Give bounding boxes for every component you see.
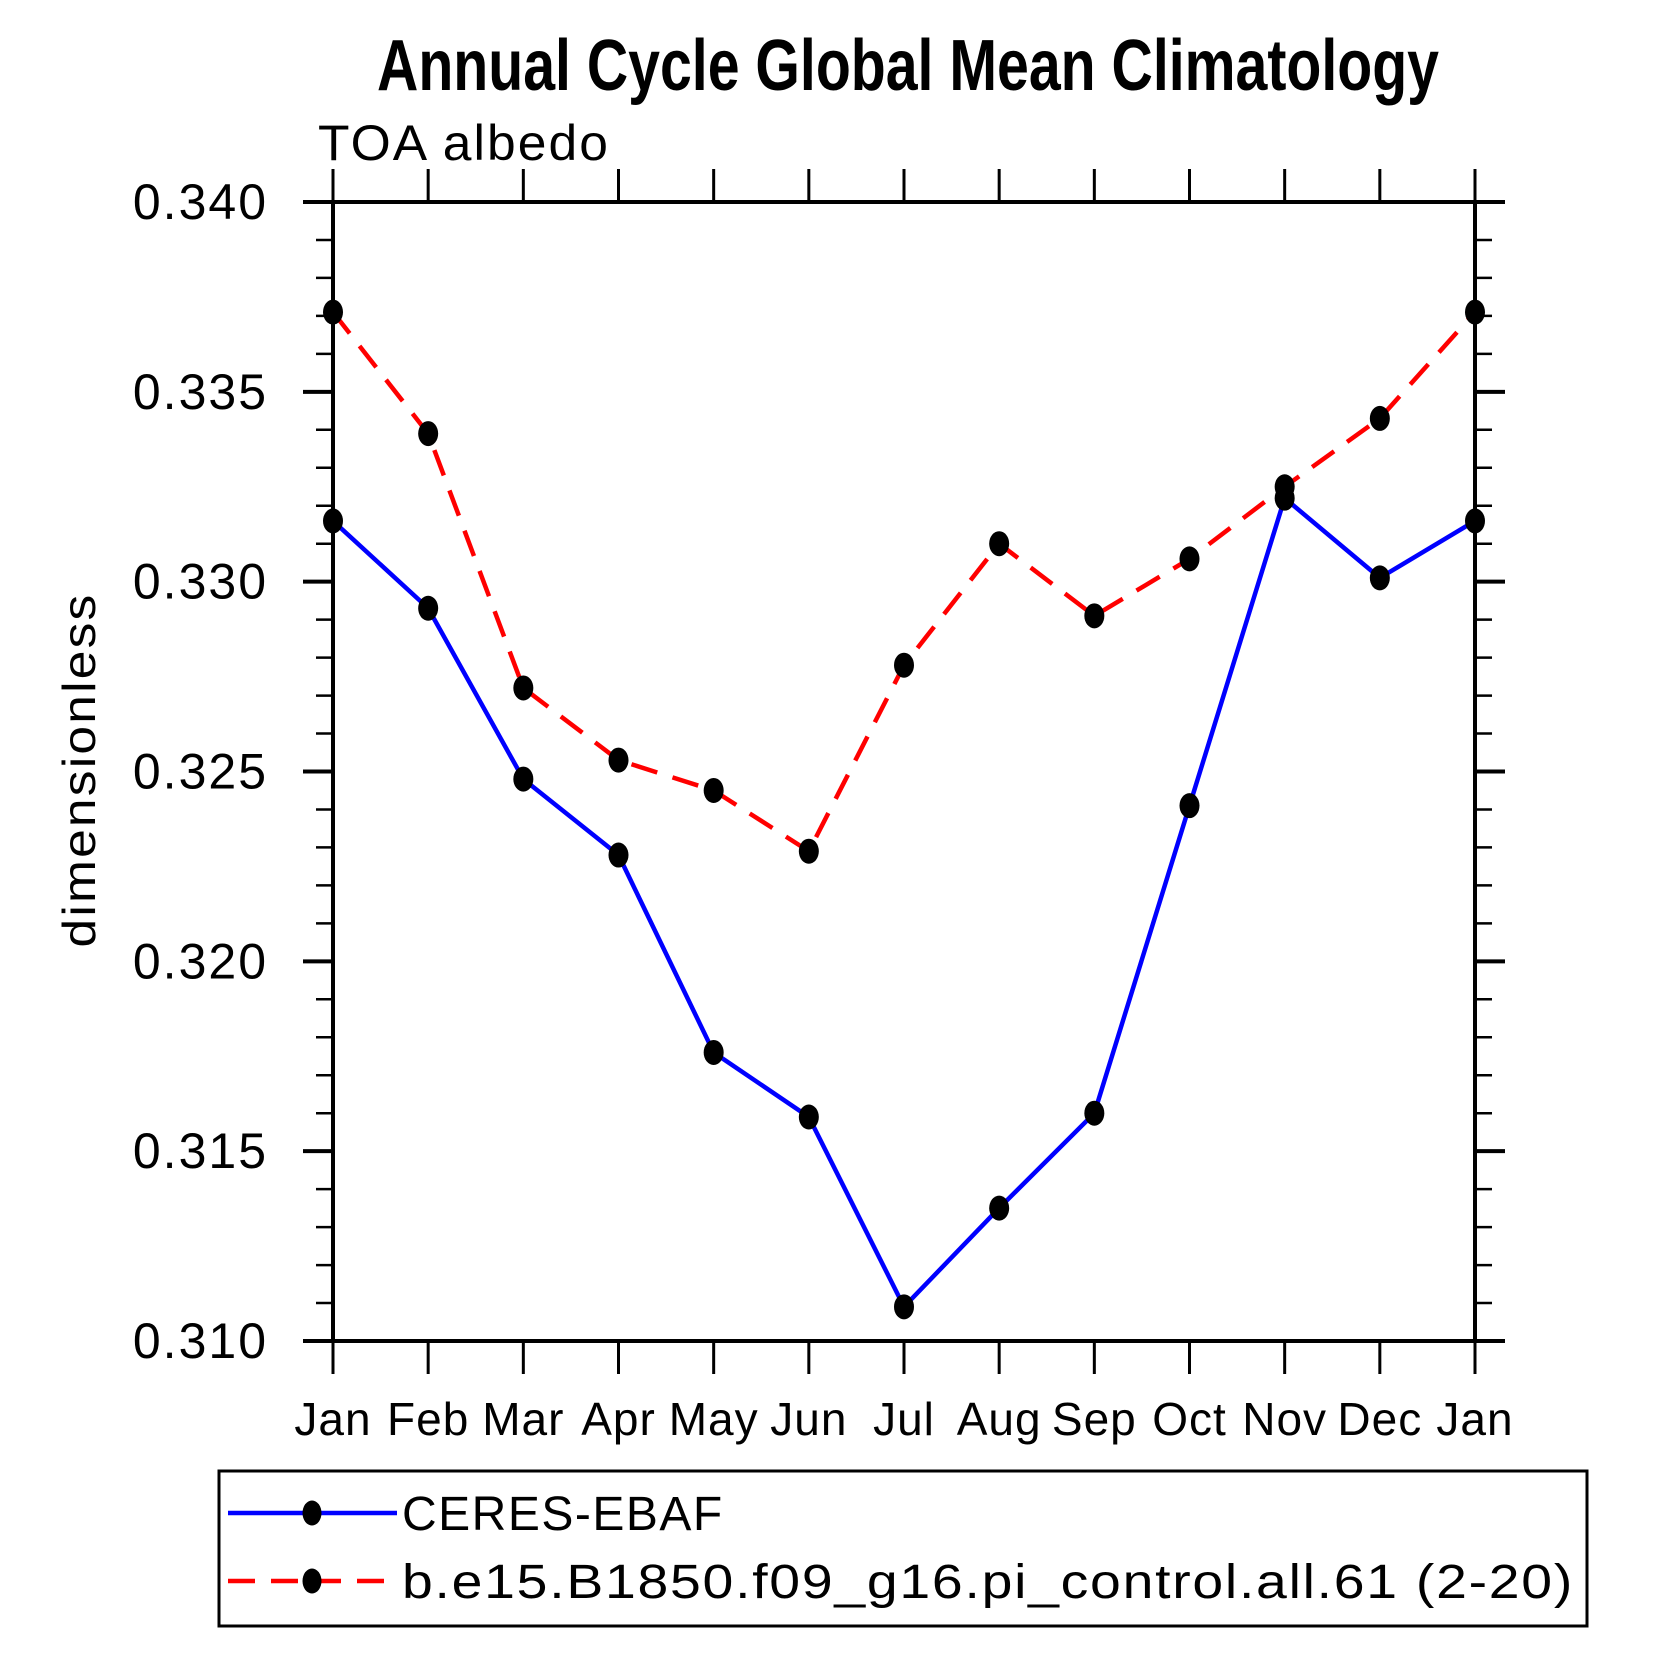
y-tick-label: 0.320 <box>133 933 268 989</box>
y-tick-label: 0.335 <box>133 364 268 420</box>
legend-label-model: b.e15.B1850.f09_g16.pi_control.all.61 (2… <box>402 1556 1574 1609</box>
axis-ticks <box>303 169 1505 1374</box>
axis-tick-labels: 0.310 0.315 0.320 0.325 0.330 0.335 0.340 Jan Fe… <box>133 174 1513 1445</box>
data-point-marker <box>513 675 534 701</box>
x-tick-label: Jan <box>294 1393 371 1445</box>
legend-label-ceres: CERES-EBAF <box>402 1488 724 1541</box>
y-tick-label: 0.330 <box>133 554 268 610</box>
x-tick-label: Sep <box>1052 1393 1137 1445</box>
x-tick-label: Jan <box>1436 1393 1513 1445</box>
data-point-marker <box>703 1039 724 1065</box>
data-point-marker <box>1179 546 1200 572</box>
y-tick-label: 0.340 <box>133 174 268 230</box>
data-point-marker <box>989 1195 1010 1221</box>
x-tick-label: Aug <box>957 1393 1042 1445</box>
data-point-marker <box>1084 603 1105 629</box>
data-point-marker <box>1369 565 1390 591</box>
legend: CERES-EBAF b.e15.B1850.f09_g16.pi_contro… <box>217 1469 1589 1628</box>
series-line-model <box>331 310 1477 854</box>
x-tick-label: Mar <box>482 1393 564 1445</box>
x-tick-label: Jun <box>770 1393 847 1445</box>
data-point-marker <box>1084 1100 1105 1126</box>
data-point-marker <box>798 838 819 864</box>
data-point-marker <box>608 842 629 868</box>
data-point-marker <box>894 1294 914 1320</box>
data-point-marker <box>513 766 534 792</box>
data-point-marker <box>798 1104 819 1130</box>
chart-title: Annual Cycle Global Mean Climatology <box>377 26 1439 106</box>
data-point-marker <box>418 421 439 447</box>
data-point-marker <box>989 531 1010 557</box>
data-point-marker <box>703 777 724 803</box>
data-point-marker <box>1179 793 1200 819</box>
y-tick-label: 0.325 <box>133 744 268 800</box>
x-tick-label: Jul <box>873 1393 935 1445</box>
y-tick-label: 0.310 <box>133 1313 268 1369</box>
data-point-marker <box>608 747 629 773</box>
x-tick-label: Feb <box>387 1393 469 1445</box>
x-tick-label: Oct <box>1152 1393 1227 1445</box>
legend-marker-circle-icon <box>302 1500 322 1526</box>
legend-box <box>217 1469 1589 1628</box>
x-tick-label: Dec <box>1337 1393 1422 1445</box>
y-tick-label: 0.315 <box>133 1123 268 1179</box>
plot-series <box>323 299 1485 1320</box>
x-tick-label: Nov <box>1242 1393 1327 1445</box>
data-point-marker <box>1274 474 1295 500</box>
series-line-ceres <box>331 495 1477 1310</box>
legend-marker-circle-icon <box>302 1568 322 1594</box>
y-axis-label: dimensionless <box>53 593 105 948</box>
plot-frame <box>331 200 1477 1343</box>
data-point-marker <box>894 652 914 678</box>
data-point-marker <box>418 595 439 621</box>
chart-subtitle: TOA albedo <box>318 115 610 171</box>
x-tick-label: May <box>669 1393 759 1445</box>
x-tick-label: Apr <box>581 1393 656 1445</box>
data-point-marker <box>1369 405 1390 431</box>
